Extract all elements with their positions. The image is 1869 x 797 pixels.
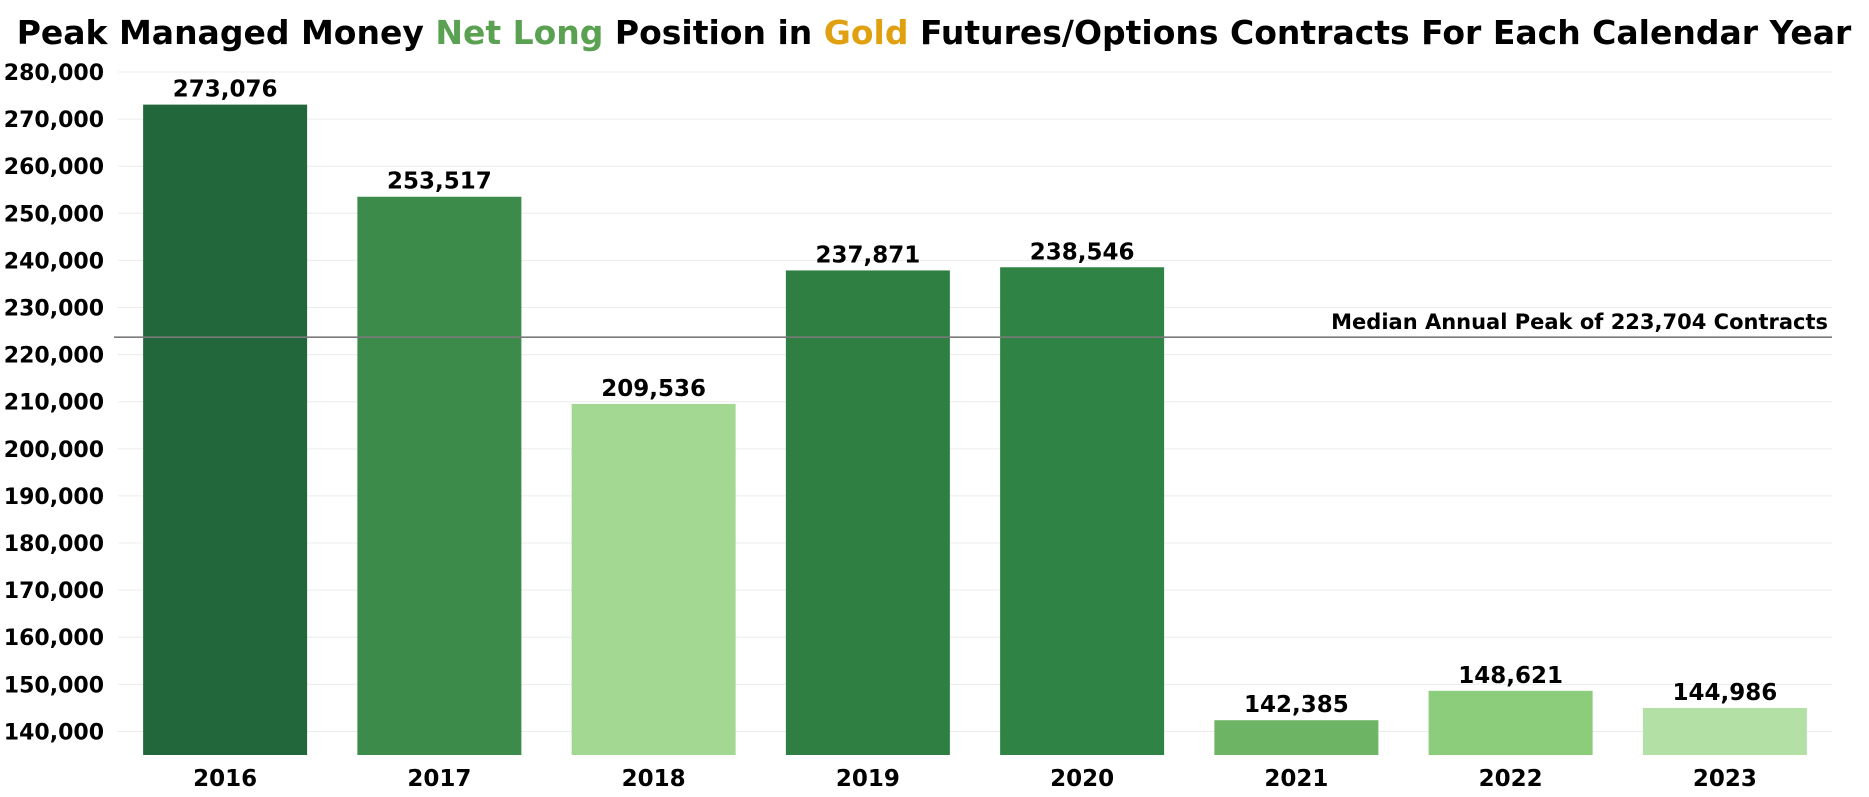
x-category-label: 2020 <box>1050 766 1114 792</box>
y-tick-label: 200,000 <box>4 438 104 463</box>
title-part-4: Futures/Options Contracts For Each Calen… <box>908 13 1852 52</box>
bar-2022 <box>1428 690 1593 755</box>
x-category-label: 2016 <box>193 766 257 792</box>
x-category-label: 2018 <box>622 766 686 792</box>
bar-2018 <box>571 403 736 755</box>
y-tick-label: 140,000 <box>4 720 104 745</box>
bar-2021 <box>1214 720 1379 755</box>
title-part-2: Position in <box>603 13 823 52</box>
y-tick-label: 280,000 <box>4 61 104 86</box>
y-tick-label: 270,000 <box>4 108 104 133</box>
data-label-2020: 238,546 <box>1030 239 1135 265</box>
x-category-label: 2017 <box>407 766 471 792</box>
y-tick-label: 240,000 <box>4 249 104 274</box>
x-axis-categories: 2016 2017 2018 2019 2020 2021 2022 2023 <box>193 766 1757 792</box>
chart-title: Peak Managed Money Net Long Position in … <box>17 13 1852 52</box>
x-category-label: 2023 <box>1693 766 1757 792</box>
y-tick-label: 210,000 <box>4 391 104 416</box>
y-tick-label: 230,000 <box>4 297 104 322</box>
title-part-3: Gold <box>824 13 909 52</box>
y-tick-label: 220,000 <box>4 344 104 369</box>
x-category-label: 2022 <box>1479 766 1543 792</box>
y-axis-ticks: 140,000 150,000 160,000 170,000 180,000 190,0… <box>4 61 104 745</box>
y-tick-label: 180,000 <box>4 532 104 557</box>
data-labels: 273,076 253,517 209,536 237,871 238,546 142,3… <box>173 77 1778 719</box>
y-tick-label: 250,000 <box>4 202 104 227</box>
x-category-label: 2019 <box>836 766 900 792</box>
x-category-label: 2021 <box>1264 766 1328 792</box>
bars <box>143 104 1807 755</box>
median-label: Median Annual Peak of 223,704 Contracts <box>1331 310 1828 334</box>
bar-2019 <box>785 270 950 755</box>
y-tick-label: 170,000 <box>4 579 104 604</box>
data-label-2019: 237,871 <box>815 242 920 268</box>
bar-2023 <box>1642 707 1807 755</box>
title-part-0: Peak Managed Money <box>17 13 436 52</box>
data-label-2017: 253,517 <box>387 169 492 195</box>
data-label-2018: 209,536 <box>601 376 706 402</box>
data-label-2023: 144,986 <box>1672 680 1777 706</box>
bar-2016 <box>143 104 308 755</box>
y-tick-label: 190,000 <box>4 485 104 510</box>
data-label-2021: 142,385 <box>1244 692 1349 718</box>
median-reference: Median Annual Peak of 223,704 Contracts <box>114 310 1832 338</box>
bar-2020 <box>1000 267 1165 755</box>
data-label-2022: 148,621 <box>1458 663 1563 689</box>
y-tick-label: 160,000 <box>4 626 104 651</box>
y-tick-label: 260,000 <box>4 155 104 180</box>
bar-2017 <box>357 196 522 755</box>
title-part-1: Net Long <box>435 13 603 52</box>
data-label-2016: 273,076 <box>173 77 278 103</box>
y-tick-label: 150,000 <box>4 673 104 698</box>
